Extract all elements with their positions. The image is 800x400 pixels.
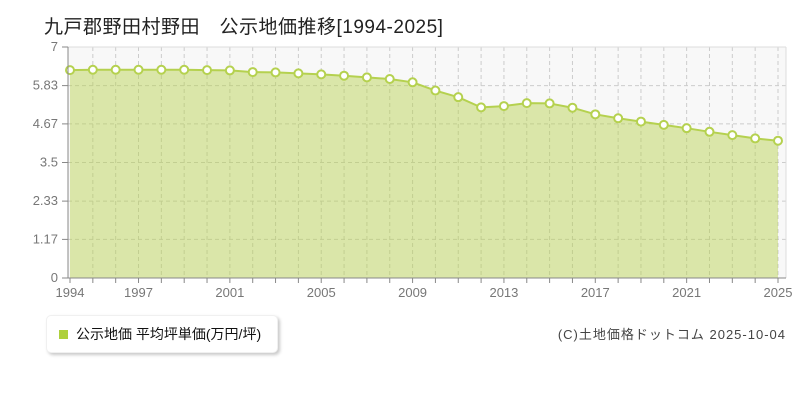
data-point: [65, 65, 75, 76]
area-fill: [70, 69, 778, 279]
data-point: [361, 72, 372, 83]
x-tick-label: 2005: [307, 285, 336, 300]
data-point: [384, 74, 395, 85]
data-point: [202, 65, 213, 76]
y-tick-label: 5.83: [33, 78, 58, 93]
legend-marker-icon: [59, 329, 68, 339]
y-tick-label: 2.33: [33, 193, 58, 208]
data-point: [521, 98, 532, 109]
y-tick-label: 0: [51, 270, 58, 285]
data-point: [316, 69, 327, 80]
data-point: [293, 68, 304, 79]
y-tick-label: 4.67: [33, 116, 58, 131]
legend: 公示地価 平均坪単価(万円/坪): [46, 315, 279, 353]
data-point: [544, 98, 555, 109]
copyright-text: (C)土地価格ドットコム 2025-10-04: [557, 327, 786, 342]
data-point: [270, 67, 281, 78]
data-point: [110, 64, 121, 75]
data-point: [453, 92, 464, 103]
data-point: [704, 126, 715, 137]
x-tick-label: 1994: [56, 285, 85, 300]
data-point: [430, 85, 441, 96]
legend-label: 公示地価 平均坪単価(万円/坪): [76, 326, 262, 342]
data-point: [133, 64, 144, 75]
x-tick-label: 2001: [215, 285, 244, 300]
data-point: [224, 65, 235, 76]
data-point: [339, 70, 350, 81]
x-tick-label: 2013: [489, 285, 518, 300]
data-point: [727, 130, 738, 141]
x-tick-label: 2021: [672, 285, 701, 300]
data-point: [247, 67, 258, 78]
data-point: [87, 64, 98, 75]
y-tick-label: 3.5: [40, 155, 58, 170]
x-tick-label: 2017: [581, 285, 610, 300]
y-tick-label: 7: [51, 39, 58, 54]
data-point: [750, 133, 761, 144]
data-point: [590, 109, 601, 120]
data-point: [179, 64, 190, 75]
y-tick-label: 1.17: [33, 231, 58, 246]
data-point: [613, 113, 624, 124]
data-point: [658, 119, 669, 130]
data-point: [635, 116, 646, 127]
x-tick-label: 2009: [398, 285, 427, 300]
data-point: [498, 101, 509, 112]
data-point: [407, 77, 418, 88]
data-point: [681, 123, 692, 134]
chart-title: 九戸郡野田村野田 公示地価推移[1994-2025]: [44, 17, 444, 38]
x-tick-label: 2025: [764, 285, 793, 300]
data-point: [476, 102, 487, 113]
data-point: [156, 64, 167, 75]
x-tick-label: 1997: [124, 285, 153, 300]
data-point: [773, 135, 783, 146]
data-point: [567, 102, 578, 113]
